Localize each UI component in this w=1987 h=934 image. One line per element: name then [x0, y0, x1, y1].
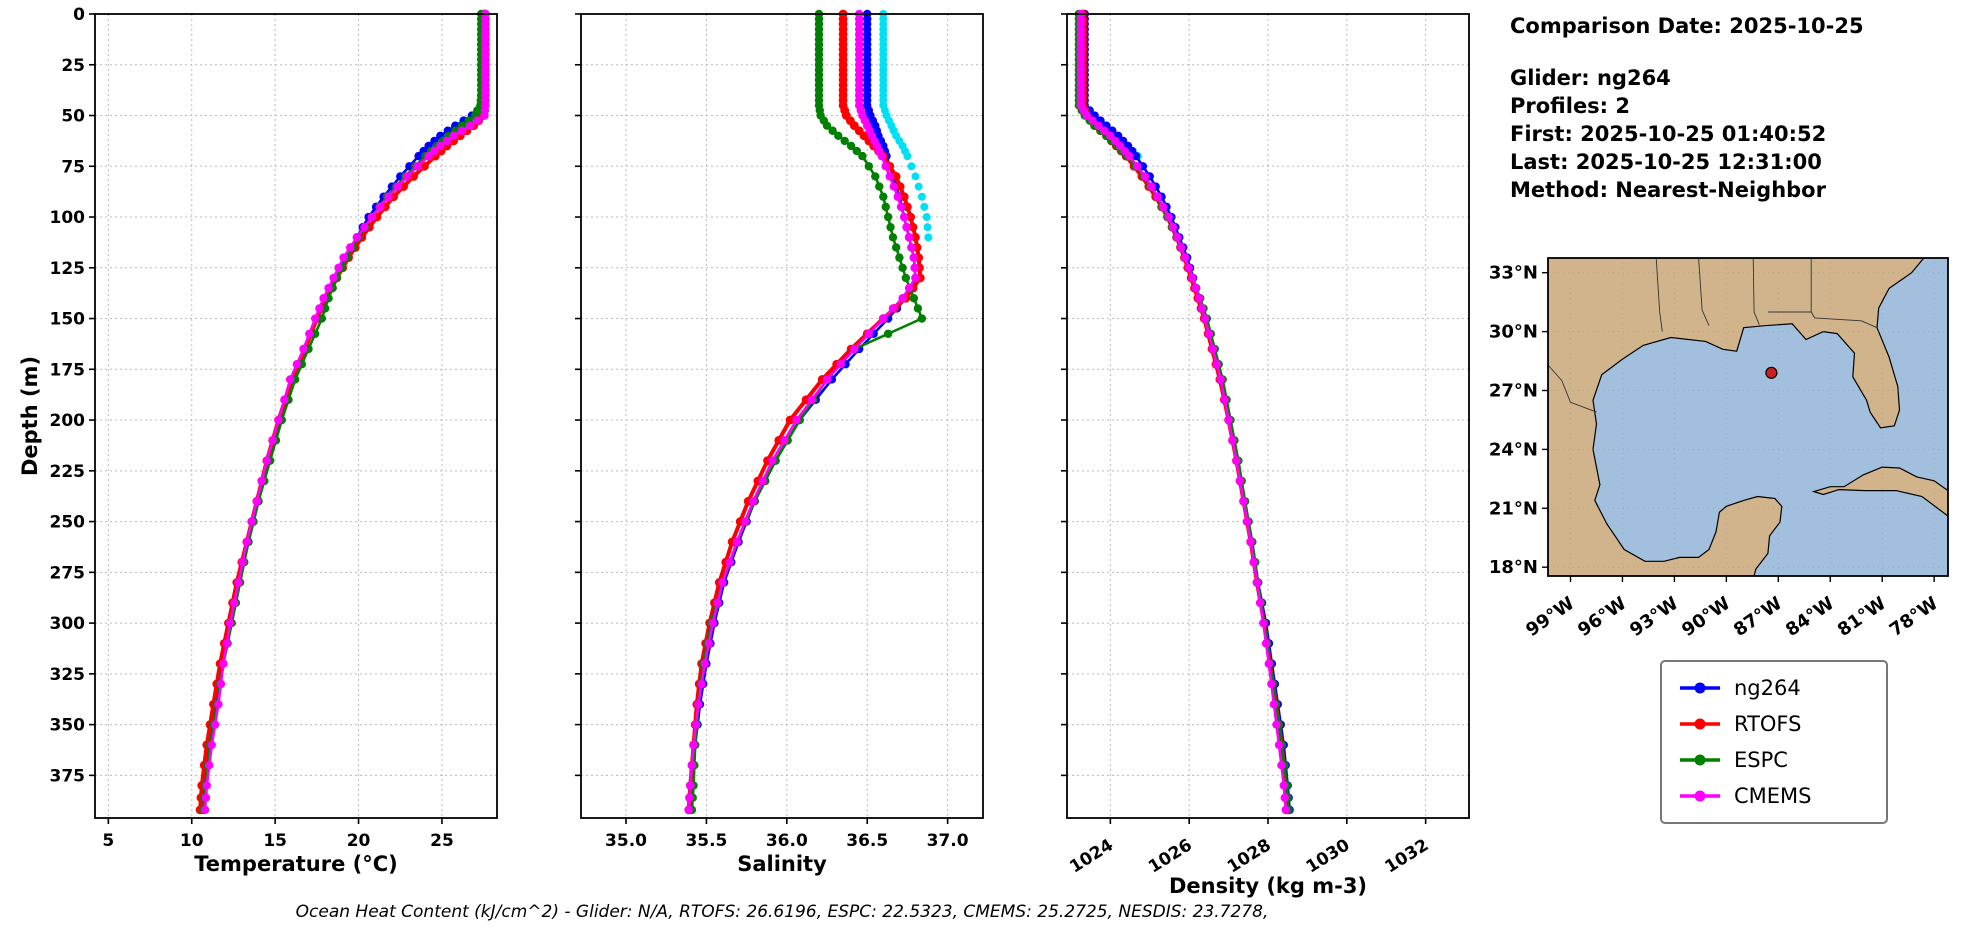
method-text: Method: Nearest-Neighbor — [1510, 178, 1826, 202]
legend: ng264 RTOFS ESPC CMEMS — [1660, 660, 1888, 824]
svg-text:25: 25 — [430, 831, 454, 851]
svg-text:27°N: 27°N — [1489, 381, 1538, 402]
legend-marker-ng264-icon — [1680, 682, 1720, 694]
svg-text:125: 125 — [50, 259, 86, 279]
legend-item-cmems: CMEMS — [1678, 778, 1870, 814]
svg-text:325: 325 — [50, 665, 86, 685]
comparison-info-block: Comparison Date: 2025-10-25 Glider: ng26… — [1510, 12, 1864, 204]
legend-item-espc: ESPC — [1678, 742, 1870, 778]
legend-label: CMEMS — [1734, 784, 1812, 808]
svg-text:75: 75 — [61, 157, 85, 177]
svg-text:35.5: 35.5 — [685, 831, 727, 851]
legend-marker-cmems-icon — [1680, 790, 1720, 802]
x-axis-label-temperature: Temperature (°C) — [194, 852, 398, 876]
svg-text:87°W: 87°W — [1730, 593, 1786, 641]
svg-text:84°W: 84°W — [1782, 593, 1838, 641]
glider-id-text: Glider: ng264 — [1510, 66, 1671, 90]
svg-text:21°N: 21°N — [1489, 498, 1538, 519]
svg-text:24°N: 24°N — [1489, 439, 1538, 460]
svg-text:36.0: 36.0 — [766, 831, 808, 851]
info-spacer — [1510, 40, 1864, 64]
last-profile-time-text: Last: 2025-10-25 12:31:00 — [1510, 150, 1822, 174]
svg-text:90°W: 90°W — [1678, 593, 1734, 641]
svg-text:1028: 1028 — [1224, 835, 1275, 877]
first-profile-time-text: First: 2025-10-25 01:40:52 — [1510, 122, 1827, 146]
legend-item-rtofs: RTOFS — [1678, 706, 1870, 742]
svg-text:0: 0 — [73, 5, 85, 25]
svg-text:30°N: 30°N — [1489, 322, 1538, 343]
svg-text:99°W: 99°W — [1522, 593, 1578, 641]
legend-marker-espc-icon — [1680, 754, 1720, 766]
svg-text:35.0: 35.0 — [605, 831, 647, 851]
svg-text:225: 225 — [50, 462, 86, 482]
svg-text:1032: 1032 — [1382, 835, 1433, 877]
svg-text:25: 25 — [61, 56, 85, 76]
x-axis-label-salinity: Salinity — [737, 852, 827, 876]
legend-marker-rtofs-icon — [1680, 718, 1720, 730]
y-axis-label: Depth (m) — [18, 355, 42, 477]
svg-text:93°W: 93°W — [1626, 593, 1682, 641]
svg-text:100: 100 — [50, 208, 86, 228]
svg-text:300: 300 — [50, 614, 86, 634]
svg-text:78°W: 78°W — [1886, 593, 1942, 641]
ohc-caption: Ocean Heat Content (kJ/cm^2) - Glider: N… — [295, 902, 1269, 922]
svg-text:37.0: 37.0 — [927, 831, 969, 851]
svg-text:1030: 1030 — [1303, 835, 1354, 877]
svg-text:275: 275 — [50, 563, 86, 583]
svg-text:33°N: 33°N — [1489, 263, 1538, 284]
svg-text:175: 175 — [50, 360, 86, 380]
svg-text:15: 15 — [263, 831, 287, 851]
legend-label: RTOFS — [1734, 712, 1802, 736]
svg-text:10: 10 — [180, 831, 204, 851]
svg-text:1026: 1026 — [1145, 835, 1196, 877]
svg-text:5: 5 — [102, 831, 114, 851]
svg-text:36.5: 36.5 — [846, 831, 888, 851]
legend-label: ng264 — [1734, 676, 1801, 700]
x-axis-label-density: Density (kg m-3) — [1168, 874, 1368, 898]
comparison-date-text: Comparison Date: 2025-10-25 — [1510, 14, 1864, 38]
svg-text:350: 350 — [50, 716, 86, 736]
svg-text:96°W: 96°W — [1574, 593, 1630, 641]
svg-text:50: 50 — [61, 107, 85, 127]
svg-text:18°N: 18°N — [1489, 557, 1538, 578]
svg-text:20: 20 — [347, 831, 371, 851]
svg-text:81°W: 81°W — [1834, 593, 1890, 641]
svg-text:200: 200 — [50, 411, 86, 431]
svg-text:250: 250 — [50, 513, 86, 533]
svg-text:150: 150 — [50, 310, 86, 330]
svg-text:375: 375 — [50, 766, 86, 786]
svg-text:1024: 1024 — [1066, 835, 1117, 877]
legend-item-ng264: ng264 — [1678, 670, 1870, 706]
legend-label: ESPC — [1734, 748, 1788, 772]
profiles-count-text: Profiles: 2 — [1510, 94, 1631, 118]
